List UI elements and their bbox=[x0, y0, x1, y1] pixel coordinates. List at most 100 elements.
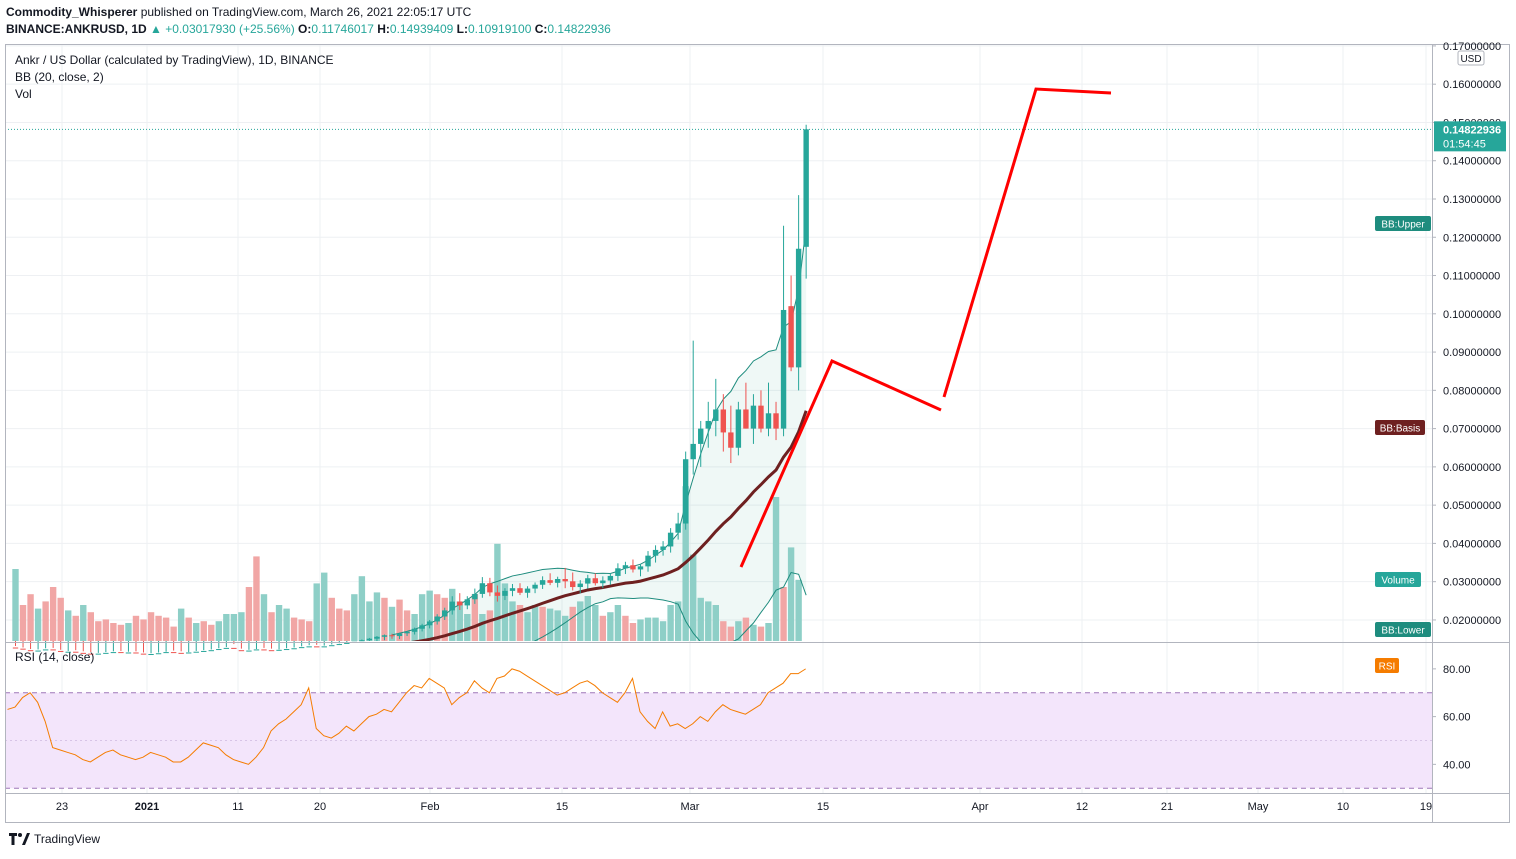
volume-bar bbox=[125, 623, 132, 641]
time-tick-label: 12 bbox=[1076, 801, 1088, 813]
volume-bar bbox=[509, 601, 516, 641]
bb-band-area bbox=[392, 226, 807, 641]
candle-body bbox=[95, 653, 102, 655]
o-label: O: bbox=[298, 22, 312, 36]
time-tick-label: 2021 bbox=[135, 801, 159, 813]
candle-body bbox=[600, 580, 606, 584]
time-tick-label: 15 bbox=[556, 801, 568, 813]
candle-body bbox=[321, 646, 327, 648]
price-tick-label: 0.14000000 bbox=[1443, 156, 1501, 168]
candle-body bbox=[65, 651, 71, 653]
time-tick-label: 20 bbox=[314, 801, 326, 813]
candle-body bbox=[554, 579, 561, 583]
volume-bar bbox=[584, 596, 591, 641]
volume-bar bbox=[155, 615, 162, 641]
volume-bar bbox=[102, 619, 110, 641]
rsi-badge-text: RSI bbox=[1379, 662, 1396, 673]
candle-body bbox=[140, 653, 147, 655]
candle-body bbox=[88, 653, 94, 655]
price-tick-label: 0.11000000 bbox=[1443, 271, 1500, 283]
candle-body bbox=[185, 652, 192, 654]
volume-bar bbox=[592, 605, 599, 641]
tradingview-logo-icon bbox=[9, 833, 30, 845]
volume-bar bbox=[388, 606, 396, 641]
volume-bar bbox=[177, 608, 185, 641]
candle-body bbox=[381, 635, 388, 637]
drawings[interactable] bbox=[5, 87, 1432, 568]
candle-body bbox=[577, 583, 583, 588]
candle-body bbox=[667, 532, 674, 547]
volume-bar bbox=[147, 612, 155, 641]
candle-body bbox=[682, 459, 689, 524]
author-name[interactable]: Commodity_Whisperer bbox=[6, 5, 138, 19]
candle-body bbox=[765, 413, 772, 429]
volume-bar bbox=[546, 608, 554, 641]
price-tick-label: 0.06000000 bbox=[1443, 462, 1501, 474]
volume-bar bbox=[757, 626, 765, 641]
candle-body bbox=[133, 652, 139, 654]
candle-body bbox=[193, 651, 199, 653]
volume-bar bbox=[456, 601, 463, 641]
volume-bar bbox=[629, 623, 637, 641]
legend-vol[interactable]: Vol bbox=[15, 87, 32, 101]
l-label: L: bbox=[456, 22, 468, 36]
candle-body bbox=[216, 649, 222, 651]
volume-bar bbox=[674, 601, 682, 641]
candle-body bbox=[509, 588, 516, 591]
time-tick-label: 15 bbox=[817, 801, 829, 813]
candle-body bbox=[607, 575, 614, 581]
candle-body bbox=[42, 649, 49, 651]
volume-bar bbox=[727, 626, 735, 641]
price-tick-label: 0.05000000 bbox=[1443, 500, 1501, 512]
candles bbox=[12, 124, 809, 656]
candle-body bbox=[637, 566, 644, 570]
volume-bar bbox=[426, 590, 433, 641]
legend-bb[interactable]: BB (20, close, 2) bbox=[15, 70, 104, 84]
bb-basis-line bbox=[411, 410, 808, 641]
candle-body bbox=[389, 635, 395, 637]
time-tick-label: Apr bbox=[971, 801, 988, 813]
candle-body bbox=[359, 640, 365, 642]
time-tick-label: May bbox=[1248, 801, 1269, 813]
candle-body bbox=[261, 649, 267, 651]
volume-bar bbox=[531, 605, 539, 641]
candle-body bbox=[103, 652, 109, 654]
volume-bar bbox=[569, 606, 576, 641]
candle-body bbox=[487, 583, 493, 593]
volume-bar bbox=[705, 601, 712, 641]
legend-rsi[interactable]: RSI (14, close) bbox=[15, 650, 95, 664]
candle-body bbox=[344, 642, 350, 644]
candle-body bbox=[449, 601, 455, 611]
volume-bar bbox=[328, 597, 335, 641]
volume-bar bbox=[65, 610, 72, 641]
candle-body bbox=[374, 636, 380, 639]
legend-title[interactable]: Ankr / US Dollar (calculated by TradingV… bbox=[15, 53, 334, 67]
footer-brand[interactable]: TradingView bbox=[34, 832, 101, 846]
volume-bar bbox=[614, 605, 622, 641]
volume-bar bbox=[27, 594, 34, 641]
candle-body bbox=[502, 590, 508, 596]
volume-bar bbox=[110, 623, 117, 641]
volume-bar bbox=[298, 619, 305, 641]
volume-bar bbox=[34, 608, 42, 641]
candle-body bbox=[419, 625, 425, 629]
volume-bar bbox=[381, 597, 388, 641]
trend-drawing-flag bbox=[739, 359, 942, 568]
volume-bar bbox=[644, 617, 652, 641]
candle-body bbox=[570, 581, 576, 588]
volume-bar bbox=[516, 605, 524, 641]
volume-bar bbox=[170, 626, 177, 641]
volume-bar bbox=[471, 594, 479, 641]
candle-body bbox=[758, 405, 764, 429]
candle-body bbox=[50, 649, 56, 651]
bb-lower-badge: BB:Lower bbox=[1375, 622, 1431, 637]
currency-badge: USD bbox=[1457, 50, 1485, 66]
h-label: H: bbox=[377, 22, 390, 36]
candle-body bbox=[336, 644, 342, 646]
time-tick-label: 10 bbox=[1337, 801, 1349, 813]
volume-bar bbox=[659, 621, 667, 641]
candle-body bbox=[773, 413, 779, 429]
volume-badge-text: Volume bbox=[1381, 576, 1415, 587]
time-tick-label: Mar bbox=[681, 801, 700, 813]
